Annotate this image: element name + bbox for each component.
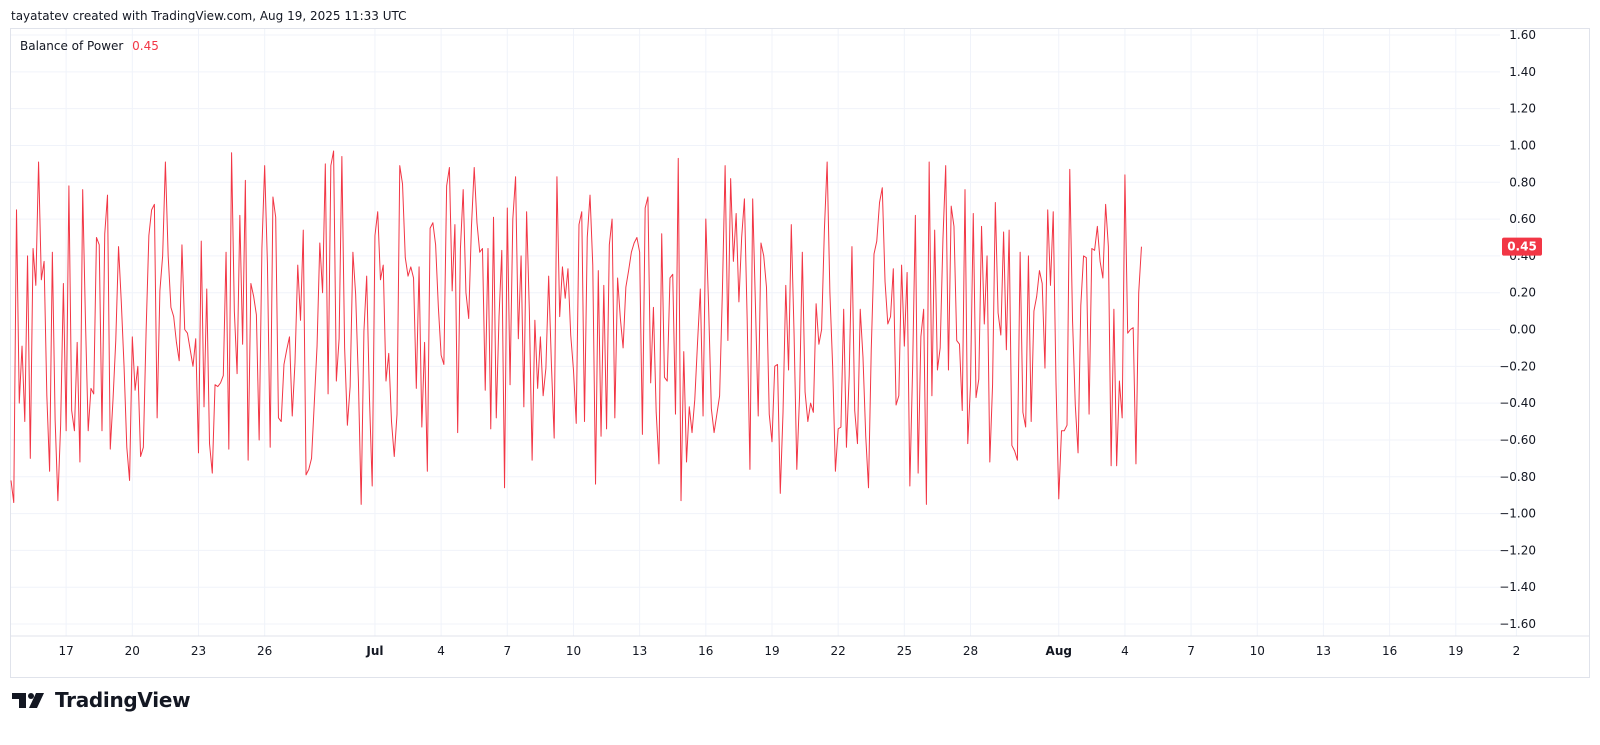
last-value-badge: [1502, 237, 1542, 256]
y-tick-label: 1.40: [1509, 65, 1536, 79]
x-tick-label: 16: [1382, 644, 1397, 658]
grid-lines: [11, 29, 1589, 637]
y-tick-label: −1.00: [1499, 507, 1536, 521]
x-tick-label: 16: [698, 644, 713, 658]
x-tick-label: 28: [963, 644, 978, 658]
y-tick-label: 1.00: [1509, 138, 1536, 152]
y-tick-label: 1.60: [1509, 28, 1536, 42]
y-tick-label: −1.60: [1499, 617, 1536, 631]
y-tick-label: 0.20: [1509, 286, 1536, 300]
indicator-value: 0.45: [132, 39, 159, 53]
indicator-name: Balance of Power: [20, 39, 124, 53]
x-tick-label: 10: [1250, 644, 1265, 658]
x-tick-label: 4: [437, 644, 445, 658]
x-tick-label: 4: [1121, 644, 1129, 658]
x-tick-label: 22: [831, 644, 846, 658]
chart-frame: [10, 28, 1590, 678]
brand-name: TradingView: [55, 688, 191, 712]
x-tick-label: 7: [1187, 644, 1195, 658]
x-tick-label: 19: [1448, 644, 1463, 658]
last-value-text: 0.45: [1507, 240, 1537, 254]
y-tick-label: 0.00: [1509, 323, 1536, 337]
x-tick-label: 17: [59, 644, 74, 658]
x-tick-label: 25: [897, 644, 912, 658]
x-tick-label: 26: [257, 644, 272, 658]
y-axis: 1.601.401.201.000.800.600.400.200.00−0.2…: [1499, 28, 1536, 631]
x-tick-label: Aug: [1046, 644, 1072, 658]
y-tick-label: 0.60: [1509, 212, 1536, 226]
y-tick-label: −1.40: [1499, 580, 1536, 594]
y-tick-label: 0.80: [1509, 175, 1536, 189]
x-tick-label: 20: [125, 644, 140, 658]
x-axis: 17 20 23 26 Jul 4 7 10 13 16 19 22 25 28 Aug 4 7 10 13 16 19…: [59, 644, 1521, 658]
bop-series-line: [10, 150, 1142, 505]
x-tick-label: Jul: [365, 644, 383, 658]
last-value-marker: 0.45: [1502, 237, 1542, 256]
y-tick-label: −0.40: [1499, 396, 1536, 410]
x-tick-label: 7: [503, 644, 511, 658]
y-tick-label: −1.20: [1499, 543, 1536, 557]
y-tick-label: −0.20: [1499, 359, 1536, 373]
x-tick-label: 2: [1513, 644, 1521, 658]
indicator-legend[interactable]: Balance of Power 0.45: [20, 39, 159, 53]
y-tick-label: 1.20: [1509, 102, 1536, 116]
x-tick-label: 13: [632, 644, 647, 658]
y-tick-label: −0.80: [1499, 470, 1536, 484]
y-tick-label: −0.60: [1499, 433, 1536, 447]
brand-footer[interactable]: TradingView: [12, 688, 191, 712]
x-tick-label: 10: [566, 644, 581, 658]
x-tick-label: 13: [1316, 644, 1331, 658]
x-tick-label: 19: [764, 644, 779, 658]
series-layer: [10, 150, 1142, 505]
chart-attribution: tayatatev created with TradingView.com, …: [11, 9, 407, 23]
tradingview-logo-icon: [12, 693, 44, 708]
x-tick-label: 23: [191, 644, 206, 658]
